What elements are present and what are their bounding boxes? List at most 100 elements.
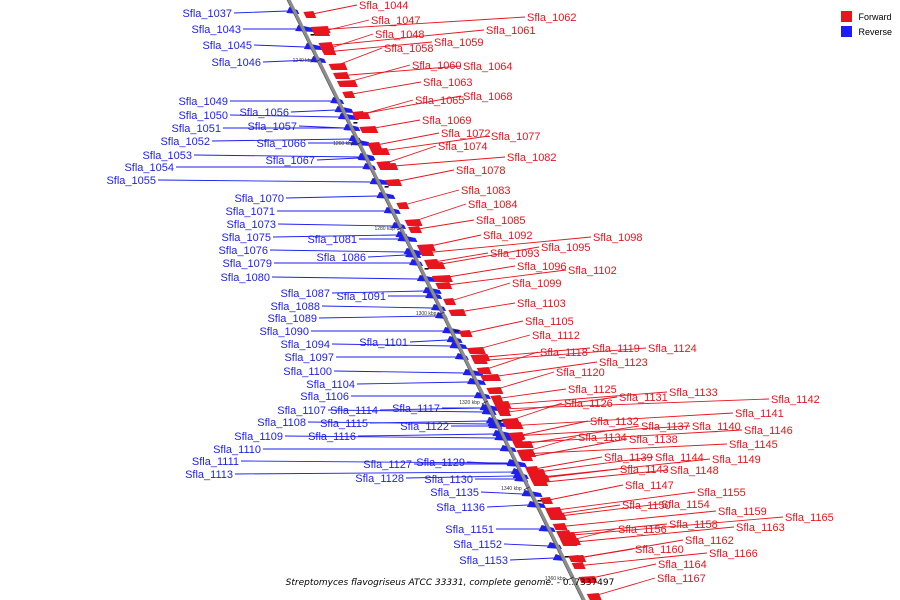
reverse-gene-label: Sfla_1045 bbox=[202, 40, 252, 52]
forward-gene-feature bbox=[556, 530, 573, 537]
forward-gene-label: Sfla_1158 bbox=[669, 519, 718, 531]
forward-gene-label: Sfla_1147 bbox=[625, 480, 674, 492]
forward-gene-feature bbox=[367, 142, 383, 149]
forward-gene-feature bbox=[310, 26, 331, 33]
backbone-edge bbox=[286, 0, 583, 600]
forward-gene-feature bbox=[586, 593, 602, 600]
reverse-leader-line bbox=[357, 433, 494, 437]
forward-leader-line bbox=[429, 246, 540, 267]
forward-gene-label: Sfla_1144 bbox=[655, 452, 704, 464]
forward-gene-label: Sfla_1142 bbox=[771, 394, 820, 406]
reverse-swatch bbox=[841, 26, 853, 37]
forward-gene-label: Sfla_1123 bbox=[599, 357, 648, 369]
reverse-leader-line bbox=[333, 370, 464, 374]
reverse-gene-label: Sfla_1076 bbox=[218, 245, 268, 257]
forward-gene-label: Sfla_1125 bbox=[568, 384, 617, 396]
forward-leader-line bbox=[484, 361, 598, 379]
gap-marker bbox=[454, 330, 459, 332]
map-caption: Streptomyces flavogriseus ATCC 33331, co… bbox=[0, 578, 900, 588]
forward-leader-line bbox=[560, 523, 668, 535]
reverse-gene-label: Sfla_1075 bbox=[221, 232, 271, 244]
forward-gene-feature bbox=[321, 48, 337, 55]
forward-leader-line bbox=[512, 420, 589, 438]
reverse-leader-line bbox=[327, 409, 483, 413]
reverse-leader-line bbox=[356, 381, 469, 385]
reverse-leader-line bbox=[480, 491, 523, 495]
forward-leader-line bbox=[560, 516, 784, 537]
forward-gene-feature bbox=[333, 72, 351, 79]
forward-leader-line bbox=[423, 236, 592, 254]
forward-gene-label: Sfla_1059 bbox=[434, 37, 484, 49]
forward-gene-label: Sfla_1095 bbox=[541, 242, 591, 254]
reverse-gene-feature bbox=[369, 178, 391, 185]
forward-leader-line bbox=[389, 169, 455, 184]
reverse-leader-line bbox=[509, 557, 554, 561]
legend-forward-label: Forward bbox=[858, 11, 892, 22]
forward-gene-feature bbox=[486, 387, 504, 394]
reverse-gene-label: Sfla_1113 bbox=[185, 469, 233, 481]
forward-leader-line bbox=[532, 458, 711, 479]
forward-gene-label: Sfla_1083 bbox=[461, 185, 511, 197]
forward-leader-line bbox=[373, 135, 490, 153]
forward-gene-feature bbox=[517, 450, 537, 457]
forward-gene-feature bbox=[578, 576, 598, 583]
tick-label: 1260 kbp bbox=[333, 141, 354, 147]
forward-gene-label: Sfla_1093 bbox=[490, 248, 540, 260]
forward-leader-line bbox=[499, 398, 770, 410]
forward-gene-label: Sfla_1082 bbox=[507, 152, 557, 164]
forward-leader-line bbox=[530, 456, 654, 474]
forward-gene-feature bbox=[476, 367, 492, 374]
forward-gene-feature bbox=[458, 330, 473, 337]
forward-gene-feature bbox=[318, 42, 335, 49]
reverse-leader-line bbox=[316, 157, 359, 161]
reverse-gene-label: Sfla_1050 bbox=[178, 110, 228, 122]
reverse-leader-line bbox=[262, 59, 312, 63]
forward-leader-line bbox=[522, 438, 628, 459]
reverse-gene-label: Sfla_1108 bbox=[257, 417, 306, 429]
reverse-gene-label: Sfla_1094 bbox=[280, 339, 330, 351]
forward-gene-label: Sfla_1102 bbox=[568, 265, 617, 277]
forward-gene-label: Sfla_1140 bbox=[692, 421, 741, 433]
tick-mark bbox=[523, 486, 530, 491]
forward-gene-label: Sfla_1060 bbox=[412, 60, 462, 72]
forward-gene-feature bbox=[424, 259, 441, 266]
reverse-leader-line bbox=[307, 421, 489, 425]
reverse-leader-line bbox=[234, 471, 512, 475]
tick-mark bbox=[396, 226, 404, 231]
reverse-gene-label: Sfla_1101 bbox=[359, 337, 408, 349]
forward-leader-line bbox=[515, 429, 743, 444]
forward-gene-label: Sfla_1063 bbox=[423, 77, 473, 89]
forward-gene-label: Sfla_1085 bbox=[476, 215, 526, 227]
forward-gene-label: Sfla_1166 bbox=[709, 548, 758, 560]
forward-leader-line bbox=[325, 41, 433, 53]
forward-gene-label: Sfla_1084 bbox=[468, 199, 518, 211]
forward-leader-line bbox=[564, 526, 735, 544]
organism-name: Streptomyces flavogriseus ATCC 33331, co… bbox=[285, 578, 554, 588]
reverse-gene-label: Sfla_1087 bbox=[280, 288, 330, 300]
forward-gene-feature bbox=[471, 357, 488, 364]
reverse-gene-label: Sfla_1097 bbox=[284, 352, 334, 364]
reverse-leader-line bbox=[331, 290, 424, 294]
gap-marker bbox=[537, 500, 542, 502]
legend-reverse-label: Reverse bbox=[858, 26, 892, 37]
forward-leader-line bbox=[439, 269, 567, 287]
forward-gene-label: Sfla_1163 bbox=[736, 522, 785, 534]
forward-gene-feature bbox=[396, 202, 410, 209]
reverse-leader-line bbox=[369, 420, 488, 424]
reverse-gene-label: Sfla_1091 bbox=[336, 291, 386, 303]
forward-gene-feature bbox=[503, 422, 524, 429]
forward-leader-line bbox=[494, 388, 567, 400]
reverse-gene-label: Sfla_1111 bbox=[192, 456, 239, 468]
forward-gene-label: Sfla_1078 bbox=[456, 165, 506, 177]
reverse-gene-label: Sfla_1052 bbox=[160, 136, 210, 148]
reverse-leader-line bbox=[277, 223, 393, 227]
forward-gene-label: Sfla_1105 bbox=[525, 316, 574, 328]
legend-forward: Forward bbox=[841, 9, 892, 24]
reverse-leader-line bbox=[409, 339, 448, 343]
reverse-gene-label: Sfla_1088 bbox=[270, 301, 320, 313]
reverse-gene-label: Sfla_1071 bbox=[225, 206, 275, 218]
reverse-gene-label: Sfla_1114 bbox=[330, 405, 378, 417]
reverse-gene-label: Sfla_1057 bbox=[247, 121, 297, 133]
reverse-gene-label: Sfla_1090 bbox=[259, 326, 309, 338]
